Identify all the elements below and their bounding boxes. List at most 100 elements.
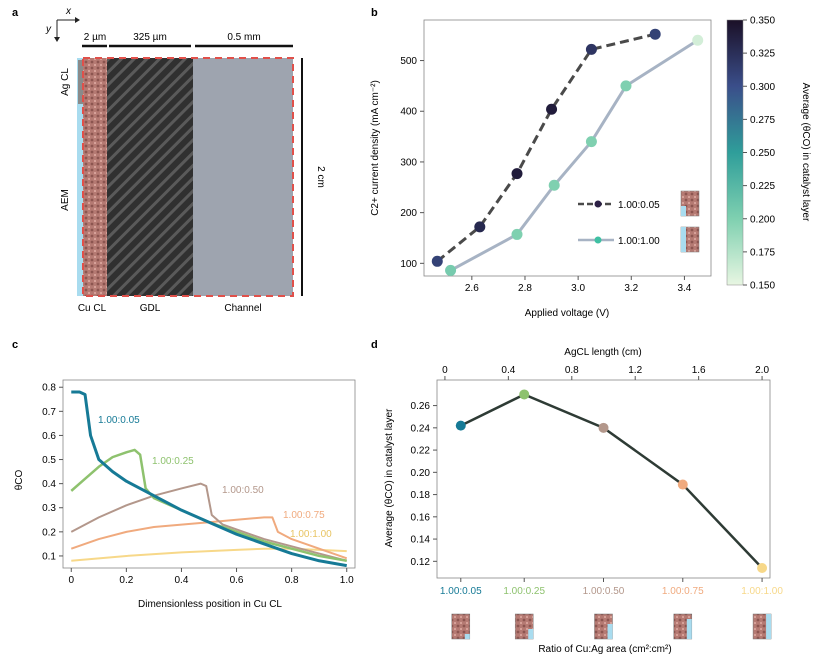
chart-d-point (757, 562, 768, 573)
chart-b-xtick-label: 3.0 (571, 283, 585, 294)
chart-d-ytick-label: 0.22 (411, 446, 431, 457)
chart-c-ytick-label: 0.2 (42, 527, 56, 538)
chart-d-category-thumb-ag (686, 619, 692, 639)
chart-d-top-xtick-label: 1.2 (628, 365, 642, 376)
legend-label-2: 1.00:1.00 (618, 236, 660, 247)
chart-c-series-line-1 (71, 390, 347, 568)
axis-x-label: x (65, 6, 72, 17)
chart-d-category-label: 1.00:1.00 (741, 586, 783, 597)
chart-d-category-label: 1.00:0.25 (503, 586, 545, 597)
chart-d-ytick-label: 0.12 (411, 557, 431, 568)
colorbar-tick-label: 0.175 (750, 247, 775, 258)
chart-d-category-thumb (451, 613, 471, 640)
cu-cl-layer (83, 58, 107, 296)
panel-a: a x y 2 µm 325 µm 0.5 mm 2 cm Ag CL AEM … (12, 6, 326, 314)
panel-a-label: a (12, 7, 19, 19)
chart-b-ytick-label: 400 (400, 107, 417, 118)
dim-label-height: 2 cm (315, 166, 326, 188)
dim-label-channel: 0.5 mm (227, 32, 260, 43)
chart-d-point (455, 420, 466, 431)
axis-y-arrowhead (54, 37, 60, 42)
chart-b-ylabel: C2+ current density (mA cm⁻²) (370, 80, 381, 216)
colorbar-tick-label: 0.325 (750, 49, 775, 60)
chart-b-series-line-1 (436, 32, 656, 263)
chart-d-top-xtick-label: 0.4 (501, 365, 515, 376)
curve-label-4: 1.00:0.75 (283, 510, 325, 521)
chart-d-ylabel: Average (θCO) in catalyst layer (384, 408, 395, 547)
chart-d-ytick-label: 0.18 (411, 490, 431, 501)
chart-b-ytick-label: 200 (400, 208, 417, 219)
colorbar-tick-label: 0.275 (750, 115, 775, 126)
chart-d-top-xtick-label: 0 (442, 365, 448, 376)
chart-b-xlabel: Applied voltage (V) (525, 308, 610, 319)
label-channel: Channel (224, 303, 261, 314)
colorbar-tick-label: 0.150 (750, 281, 775, 292)
chart-c-ytick-label: 0.4 (42, 479, 56, 490)
colorbar-label: Average (θCO) in catalyst layer (800, 83, 811, 222)
chart-b-xtick-label: 3.4 (677, 283, 691, 294)
aem-layer (77, 58, 83, 296)
dim-label-gdl: 325 µm (133, 32, 167, 43)
legend-thumb-2-aem (681, 227, 686, 252)
chart-d-point (677, 479, 688, 490)
chart-c-curve-labels: 1.00:0.05 1.00:0.25 1.00:0.50 1.00:0.75 … (98, 415, 332, 540)
legend-thumb-1-aem (681, 206, 686, 216)
chart-c-xtick-label: 0.2 (119, 575, 133, 586)
chart-c-frame (62, 379, 356, 569)
colorbar-tick-label: 0.350 (750, 16, 775, 27)
chart-d-ytick-label: 0.16 (411, 512, 431, 523)
legend-label-1: 1.00:0.05 (618, 200, 660, 211)
chart-b-point-s1 (585, 43, 597, 55)
colorbar-tick-label: 0.225 (750, 181, 775, 192)
chart-c-series-line-3 (70, 482, 347, 562)
chart-b-point-s2 (692, 34, 704, 46)
chart-c-ytick-label: 0.1 (42, 551, 56, 562)
chart-b-point-s1 (474, 221, 486, 233)
label-aem: AEM (60, 189, 71, 211)
dim-label-cl: 2 µm (84, 32, 106, 43)
chart-b-point-s1 (431, 255, 443, 267)
chart-c-ytick-label: 0.7 (42, 407, 56, 418)
channel-layer (193, 58, 293, 296)
gdl-layer (107, 58, 193, 296)
chart-b-point-s1 (546, 103, 558, 115)
chart-c-ytick-label: 0.5 (42, 455, 56, 466)
chart-d-top-xlabel: AgCL length (cm) (564, 347, 641, 358)
chart-d-category-thumb-ag (528, 629, 534, 639)
label-ag-cl: Ag CL (60, 68, 71, 96)
label-gdl: GDL (140, 303, 161, 314)
chart-b-point-s2 (548, 179, 560, 191)
colorbar (726, 19, 744, 286)
chart-b-legend: 1.00:0.05 1.00:1.00 (578, 190, 700, 253)
chart-d-xlabel: Ratio of Cu:Ag area (cm²:cm²) (538, 644, 671, 655)
panel-b: b 2.6 2.8 3.0 3.2 3.4 100 200 300 400 500 Applied… (370, 7, 811, 319)
chart-d-ytick-label: 0.26 (411, 401, 431, 412)
chart-c-ytick-label: 0.3 (42, 503, 56, 514)
curve-label-1: 1.00:0.05 (98, 415, 140, 426)
chart-b-point-s1 (511, 168, 523, 180)
chart-c-ytick-label: 0.6 (42, 431, 56, 442)
colorbar-tick-label: 0.300 (750, 82, 775, 93)
legend-marker-1 (594, 200, 602, 208)
chart-d-top-xtick-label: 1.6 (692, 365, 706, 376)
axis-y-label: y (45, 24, 52, 35)
chart-c-series-line-5 (71, 547, 347, 562)
panel-d-label: d (371, 339, 378, 351)
chart-c-xtick-label: 0.4 (174, 575, 188, 586)
chart-d-category-thumb-ag (766, 614, 772, 639)
curve-label-2: 1.00:0.25 (152, 456, 194, 467)
chart-b-xtick-label: 2.8 (518, 283, 532, 294)
chart-c-xtick-label: 0 (68, 575, 74, 586)
panel-b-label: b (371, 7, 378, 19)
chart-b-xtick-label: 2.6 (465, 283, 479, 294)
cell-border (82, 57, 294, 297)
chart-b-point-s2 (511, 228, 523, 240)
label-cu-cl: Cu CL (78, 303, 107, 314)
chart-b-ytick-label: 100 (400, 259, 417, 270)
chart-d-category-thumb-ag (464, 634, 470, 639)
chart-d-category-thumb-ag (607, 624, 613, 639)
curve-label-5: 1.00:1.00 (290, 529, 332, 540)
chart-b-ytick-label: 300 (400, 157, 417, 168)
chart-b-frame (423, 19, 712, 277)
chart-d-series-line (460, 393, 763, 569)
